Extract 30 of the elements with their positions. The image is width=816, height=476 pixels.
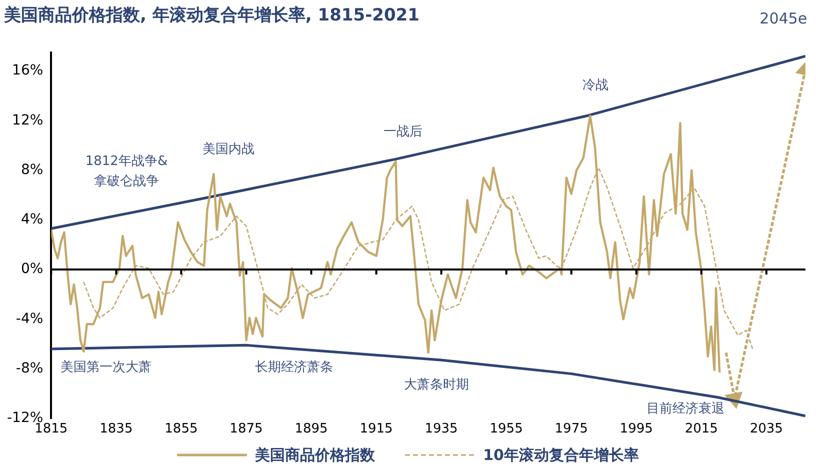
x-tick-label: 2015 xyxy=(684,422,718,437)
annotation: 美国内战 xyxy=(202,140,254,157)
y-tick-label: 0% xyxy=(20,261,44,278)
y-tick-label: 4% xyxy=(20,212,44,228)
y-tick-label: 16% xyxy=(12,62,44,79)
legend-label: 美国商品价格指数 xyxy=(255,446,376,464)
chart-title: 美国商品价格指数, 年滚动复合年增长率, 1815-2021 xyxy=(3,6,420,26)
x-tick-label: 1935 xyxy=(424,422,458,437)
x-tick-label: 1835 xyxy=(100,422,133,437)
x-tick-label: 1915 xyxy=(360,422,393,437)
x-tick-label: 1875 xyxy=(230,422,263,437)
x-tick-label: 1895 xyxy=(294,422,328,437)
y-tick-label: 8% xyxy=(20,162,44,178)
annotation: 冷战 xyxy=(582,78,609,94)
annotation: 一战后 xyxy=(384,124,423,140)
x-tick-label: 1855 xyxy=(164,422,198,437)
x-tick-label: 2035 xyxy=(750,422,783,437)
x-tick-label: 1995 xyxy=(620,422,653,437)
x-tick-label: 1975 xyxy=(554,422,588,437)
y-tick-label: -4% xyxy=(16,310,44,327)
y-tick-label: -8% xyxy=(16,360,44,376)
annotation: 美国第一次大萧 xyxy=(60,358,152,375)
legend-label: 10年滚动复合年增长率 xyxy=(483,446,639,464)
annotation: 长期经济萧条 xyxy=(254,360,333,375)
y-tick-label: 12% xyxy=(12,112,44,128)
x-tick-label: 1955 xyxy=(490,422,523,437)
annotation: 大萧条时期 xyxy=(404,377,470,392)
annotation: 目前经济衰退 xyxy=(646,400,724,417)
text: 2045e xyxy=(760,10,808,28)
annotation: 1812年战争& 拿破仑战争 xyxy=(85,154,168,189)
